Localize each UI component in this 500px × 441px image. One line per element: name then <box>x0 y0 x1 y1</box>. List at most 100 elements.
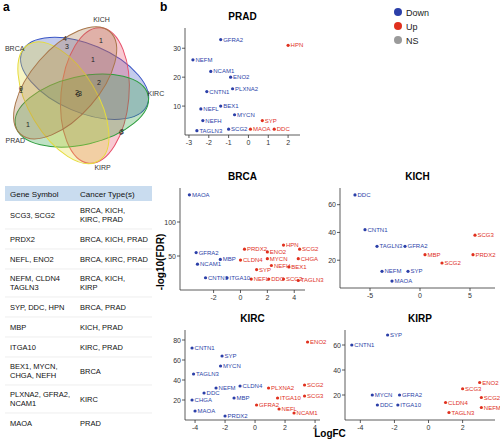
point-label: SCG2 <box>231 126 248 132</box>
table-cell: SYP, DDC, HPN <box>10 303 64 312</box>
point-label: NCAM1 <box>200 261 222 267</box>
y-tick-label: 20 <box>328 257 336 264</box>
chart: KIRP204060-4-202CNTN1SYPMYCNGFRA2DDCITGA… <box>333 313 500 431</box>
y-tick-label: 20 <box>173 74 181 81</box>
y-tick <box>182 400 185 401</box>
point-label: NEFM <box>219 385 236 391</box>
point-label: NEFM <box>385 268 402 274</box>
point <box>350 343 353 346</box>
point-label: DDC <box>358 192 372 198</box>
point <box>249 128 252 131</box>
table-rule <box>5 249 152 250</box>
point-label: HPN <box>291 42 304 48</box>
y-tick-label: 40 <box>328 229 336 236</box>
point <box>243 248 246 251</box>
table-cell: KICH, PRAD <box>80 323 124 332</box>
point <box>461 387 464 390</box>
table-cell: NEFM, CLDN4 <box>10 274 60 283</box>
point-label: MAOA <box>192 192 210 198</box>
venn-count: 3 <box>120 128 124 135</box>
point <box>239 258 242 261</box>
venn-count: 0 <box>119 129 123 136</box>
point <box>371 393 374 396</box>
figure: ab4030131112320BRCAKICHKIRCKIRPPRADGene … <box>0 0 500 441</box>
point-label: HPN <box>286 242 299 248</box>
x-tick <box>213 290 214 293</box>
x-tick-label: 4 <box>292 294 296 301</box>
y-tick <box>182 77 185 78</box>
x-tick-label: 1 <box>266 139 270 146</box>
point <box>297 257 300 260</box>
point <box>473 234 476 237</box>
table: Gene SymbolCancer Type(s)SCG3, SCG2BRCA,… <box>5 186 152 428</box>
x-tick <box>208 135 209 138</box>
venn-count: 1 <box>19 87 23 94</box>
y-tick <box>182 360 185 361</box>
point <box>406 270 409 273</box>
venn-count: 3 <box>65 43 69 50</box>
table-rule <box>5 297 152 298</box>
point-label: GFRA2 <box>408 243 429 249</box>
point <box>196 263 199 266</box>
point-label: CLDN4 <box>243 257 263 263</box>
x-tick-label: 0 <box>239 294 243 301</box>
table-cell: BRCA, KICH, <box>80 274 125 283</box>
point <box>303 383 306 386</box>
y-tick <box>177 222 180 223</box>
y-axis <box>180 188 181 290</box>
point-label: MYCN <box>223 363 241 369</box>
point-label: CHGA <box>195 397 212 403</box>
point-label: SYP <box>259 267 271 273</box>
point <box>227 128 230 131</box>
point <box>353 193 356 196</box>
plot-area <box>350 333 483 414</box>
legend-swatch <box>394 8 402 16</box>
x-tick <box>428 420 429 423</box>
x-tick-label: -2 <box>210 294 216 301</box>
x-tick-label: -4 <box>192 424 198 431</box>
x-tick <box>248 135 249 138</box>
point <box>205 90 208 93</box>
x-tick <box>294 290 295 293</box>
x-tick <box>255 420 256 423</box>
point <box>255 403 258 406</box>
point <box>219 364 222 367</box>
venn-count: 4 <box>63 35 67 42</box>
point <box>282 244 285 247</box>
point <box>396 403 399 406</box>
table-cell: BRCA, PRAD <box>80 303 126 312</box>
legend-label: Up <box>406 22 418 32</box>
point <box>232 396 235 399</box>
point <box>440 261 443 264</box>
point <box>266 257 269 260</box>
point-label: MYCN <box>375 392 393 398</box>
point-label: NEFH <box>274 263 290 269</box>
point <box>380 270 383 273</box>
x-tick <box>370 288 371 291</box>
venn-set-label: KICH <box>93 16 110 23</box>
point-label: CLDN4 <box>243 383 263 389</box>
venn-count: 0 <box>76 91 80 98</box>
venn: 4030131112320BRCAKICHKIRCKIRPPRAD <box>0 9 164 178</box>
point <box>480 396 483 399</box>
x-tick-label: -2 <box>206 139 212 146</box>
point <box>276 396 279 399</box>
x-tick <box>195 420 196 423</box>
table-cell: PLXNA2, GFRA2, <box>10 390 70 399</box>
panel-label: a <box>3 0 10 14</box>
x-tick-label: 0 <box>253 424 257 431</box>
point-label: DDC <box>207 390 221 396</box>
point-label: GFRA2 <box>259 402 280 408</box>
point <box>223 414 226 417</box>
x-tick-label: -2 <box>222 424 228 431</box>
y-tick <box>337 232 340 233</box>
point-label: NEFL <box>203 106 219 112</box>
point <box>190 398 193 401</box>
point <box>478 381 481 384</box>
point-label: CNTN1 <box>368 227 389 233</box>
point-label: MBP <box>223 256 236 262</box>
point-label: TAGLN3 <box>199 128 223 134</box>
x-axis-label: LogFC <box>314 428 346 439</box>
x-tick <box>285 420 286 423</box>
point-label: SYP <box>225 353 237 359</box>
